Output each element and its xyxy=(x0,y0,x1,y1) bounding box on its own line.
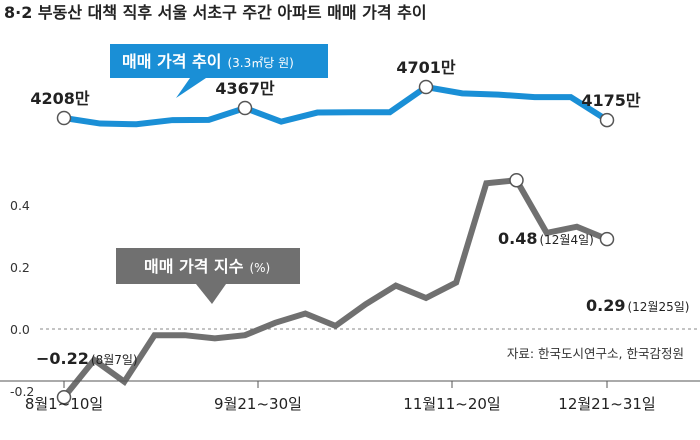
index-annotation-detail: (12월4일) xyxy=(539,233,593,247)
index-label-text: 매매 가격 지수 (%) xyxy=(144,257,270,276)
price-label-pointer xyxy=(176,78,206,98)
x-tick-label: 12월21~31일 xyxy=(558,395,655,413)
price-series-line xyxy=(63,83,609,128)
x-tick-label: 9월21~30일 xyxy=(214,395,302,413)
index-annotation-value: 0.48 xyxy=(498,229,537,248)
x-tick-label: 8월1~10일 xyxy=(25,395,103,413)
price-label-bg xyxy=(110,44,328,78)
price-label-unit: (3.3㎡당 원) xyxy=(227,56,293,70)
index-annotation-value: −0.22 xyxy=(36,349,89,368)
price-marker xyxy=(599,112,615,128)
price-label-box: 매매 가격 추이 (3.3㎡당 원) xyxy=(110,44,328,98)
index-annotation-value: 0.29 xyxy=(586,296,625,315)
index-annotation-label: 0.29 (12월25일) xyxy=(586,296,689,315)
index-label-pointer xyxy=(196,284,226,304)
index-marker xyxy=(599,231,615,247)
index-chart: 0.40.20.0-0.2매매 가격 지수 (%)−0.22 (8월7일)0.48(… xyxy=(10,172,700,405)
price-annotation-label: 4208만 xyxy=(30,89,90,108)
price-label-main: 매매 가격 추이 xyxy=(122,52,221,71)
source-note: 자료: 한국도시연구소, 한국감정원 xyxy=(507,346,684,361)
index-annotation-label: 0.48 (12월4일) xyxy=(498,229,594,248)
index-annotation-detail: (8월7일) xyxy=(91,353,138,367)
price-chart: 매매 가격 추이 (3.3㎡당 원) 4208만 4367만 4701만 4175만 xyxy=(30,44,641,128)
index-annotation-detail: (12월25일) xyxy=(627,300,689,314)
price-annotation-label: 4175만 xyxy=(581,91,641,110)
index-marker xyxy=(56,389,72,405)
price-marker xyxy=(418,79,434,95)
index-label-bg xyxy=(116,248,300,284)
price-annotation-label: 4701만 xyxy=(396,58,456,77)
x-axis: 8월1~10일 9월21~30일 11월11~20일 12월21~31일 xyxy=(0,380,700,413)
chart-title: 8·2 부동산 대책 직후 서울 서초구 주간 아파트 매매 가격 추이 xyxy=(4,3,427,22)
index-label-box: 매매 가격 지수 (%) xyxy=(116,248,300,304)
index-series-line xyxy=(61,177,609,400)
index-label-main: 매매 가격 지수 xyxy=(144,257,244,276)
y-tick-label: 0.4 xyxy=(10,198,30,213)
index-marker xyxy=(509,172,524,188)
price-annotation-label: 4367만 xyxy=(215,79,275,98)
index-annotation-label: −0.22 (8월7일) xyxy=(36,349,138,368)
x-tick-label: 11월11~20일 xyxy=(403,395,500,413)
y-tick-label: 0.2 xyxy=(10,260,30,275)
y-tick-label: 0.0 xyxy=(10,322,30,337)
price-label-text: 매매 가격 추이 (3.3㎡당 원) xyxy=(122,52,294,71)
y-tick-label: -0.2 xyxy=(10,384,34,399)
index-label-unit: (%) xyxy=(249,261,270,275)
price-marker xyxy=(237,100,253,116)
price-marker xyxy=(56,110,72,126)
